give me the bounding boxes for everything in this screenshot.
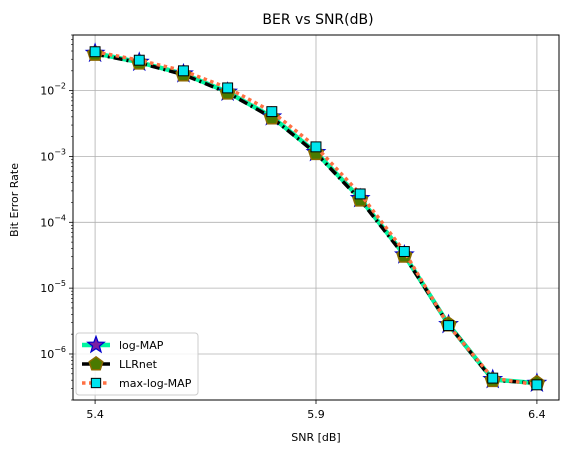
- series-layer: [84, 42, 548, 393]
- y-tick-label: 10−6: [40, 345, 66, 361]
- data-point: [310, 141, 322, 153]
- y-ticks: 10−6 10−5 10−4 10−3 10−2: [40, 34, 73, 401]
- data-point: [398, 246, 410, 257]
- data-point: [266, 106, 278, 118]
- x-tick-label: 5.9: [307, 408, 325, 421]
- data-point: [133, 54, 145, 66]
- data-point: [177, 65, 189, 77]
- legend-marker: [86, 334, 106, 354]
- data-point: [89, 46, 101, 58]
- legend-label: max-log-MAP: [119, 377, 192, 390]
- x-ticks: 5.4 5.9 6.4: [86, 400, 546, 421]
- y-tick-label: 10−2: [40, 82, 66, 98]
- legend-marker: [90, 377, 102, 389]
- x-tick-label: 5.4: [86, 408, 104, 421]
- legend: log-MAP LLRnet max-log-MAP: [75, 332, 199, 396]
- data-point: [443, 320, 455, 332]
- data-point: [222, 82, 234, 94]
- chart-title: BER vs SNR(dB): [262, 12, 373, 28]
- series-line: [94, 50, 538, 387]
- y-tick-label: 10−4: [40, 213, 66, 229]
- y-tick-label: 10−3: [40, 147, 66, 163]
- series-3: [89, 46, 543, 391]
- legend-label: log-MAP: [119, 339, 164, 352]
- legend-marker: [88, 355, 104, 371]
- y-tick-label: 10−5: [40, 279, 66, 295]
- legend-box: [75, 332, 199, 396]
- legend-label: LLRnet: [119, 358, 158, 371]
- data-point: [354, 188, 366, 200]
- x-tick-label: 6.4: [528, 408, 546, 421]
- y-axis-label: Bit Error Rate: [8, 163, 21, 237]
- data-point: [487, 372, 499, 384]
- data-point: [531, 379, 543, 391]
- x-axis-label: SNR [dB]: [291, 431, 340, 444]
